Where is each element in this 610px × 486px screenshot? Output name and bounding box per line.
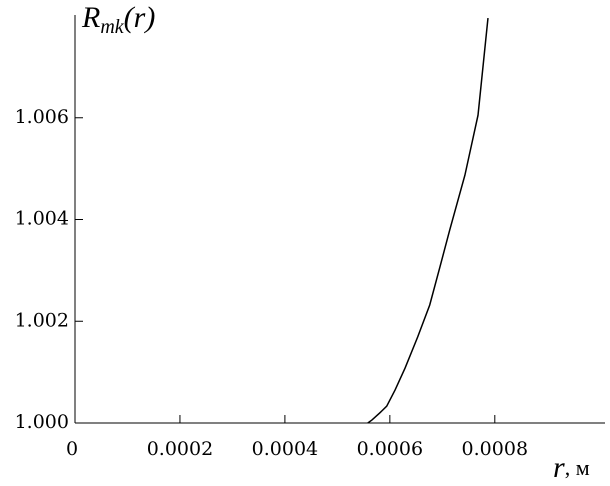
x-label-unit: , м xyxy=(565,455,590,480)
y-tick-label: 1.000 xyxy=(15,411,69,433)
y-axis-label: Rmk(r) xyxy=(81,1,155,38)
x-tick-label: 0.0006 xyxy=(357,438,423,460)
y-tick-label: 1.006 xyxy=(15,106,69,128)
x-label-symbol: r xyxy=(553,451,565,484)
y-label-symbol: R xyxy=(81,1,100,34)
y-label-subscript: mk xyxy=(100,16,124,38)
x-tick-label: 0.0002 xyxy=(147,438,213,460)
x-axis-label: r, м xyxy=(553,451,590,484)
x-tick-label: 0.0008 xyxy=(462,438,528,460)
y-label-argument: (r) xyxy=(124,1,156,34)
y-tick-label: 1.004 xyxy=(15,208,69,230)
x-tick-label: 0 xyxy=(66,438,78,460)
y-tick-label: 1.002 xyxy=(15,309,69,331)
x-tick-label: 0.0004 xyxy=(252,438,318,460)
data-line xyxy=(367,17,489,424)
